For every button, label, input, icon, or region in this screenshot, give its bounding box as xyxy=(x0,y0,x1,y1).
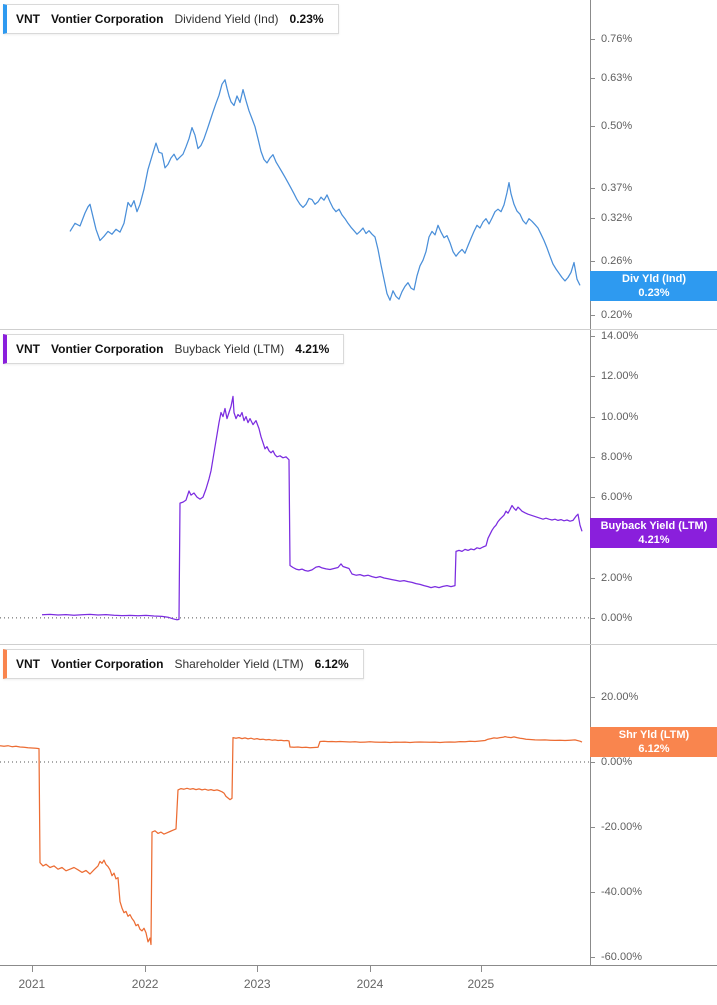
y-tick-mark xyxy=(591,577,595,579)
y-tick-mark xyxy=(591,826,595,828)
shareholder-last-value-badge: Shr Yld (LTM) 6.12% xyxy=(590,727,717,758)
y-tick-mark xyxy=(591,416,595,418)
y-tick-label: 0.32% xyxy=(601,212,633,225)
series-line xyxy=(41,395,583,621)
buyback-last-value-badge: Buyback Yield (LTM) 4.21% xyxy=(590,518,717,549)
y-tick-label: 8.00% xyxy=(601,450,633,463)
badge-label: Buyback Yield (LTM) xyxy=(600,520,708,533)
y-tick-mark xyxy=(591,497,595,499)
x-axis-year-label: 2021 xyxy=(18,977,46,991)
company-name: Vontier Corporation xyxy=(51,12,164,26)
y-tick-mark xyxy=(591,761,595,763)
y-tick-label: -40.00% xyxy=(601,885,642,898)
company-name: Vontier Corporation xyxy=(51,342,164,356)
y-tick-label: 6.00% xyxy=(601,491,633,504)
y-tick-mark xyxy=(591,188,595,190)
y-tick-mark xyxy=(591,39,595,41)
y-tick-mark xyxy=(591,456,595,458)
shareholder-legend[interactable]: VNT Vontier Corporation Shareholder Yiel… xyxy=(3,649,364,679)
panel-dividend-yield: VNT Vontier Corporation Dividend Yield (… xyxy=(0,0,717,330)
metric-name: Buyback Yield (LTM) xyxy=(174,342,285,356)
y-tick-label: 14.00% xyxy=(601,330,639,343)
x-axis-year-label: 2024 xyxy=(356,977,384,991)
ticker: VNT xyxy=(16,12,40,26)
badge-value: 4.21% xyxy=(638,534,670,547)
panel-shareholder-yield: VNT Vontier Corporation Shareholder Yiel… xyxy=(0,645,717,965)
badge-label: Div Yld (Ind) xyxy=(622,273,686,286)
y-tick-mark xyxy=(591,260,595,262)
y-tick-mark xyxy=(591,218,595,220)
metric-value: 0.23% xyxy=(289,12,324,26)
metric-value: 6.12% xyxy=(314,657,349,671)
metric-name: Shareholder Yield (LTM) xyxy=(174,657,304,671)
y-tick-label: 0.00% xyxy=(601,755,633,768)
y-tick-mark xyxy=(591,891,595,893)
dividend-yield-chart[interactable] xyxy=(0,0,590,329)
y-tick-mark xyxy=(591,696,595,698)
series-line xyxy=(0,735,583,946)
y-tick-label: 0.37% xyxy=(601,182,633,195)
x-tick-mark xyxy=(257,966,259,972)
x-tick-mark xyxy=(31,966,33,972)
y-tick-label: 12.00% xyxy=(601,370,639,383)
y-tick-label: 0.20% xyxy=(601,309,633,322)
y-tick-label: 0.00% xyxy=(601,611,633,624)
metric-value: 4.21% xyxy=(295,342,330,356)
dividend-legend[interactable]: VNT Vontier Corporation Dividend Yield (… xyxy=(3,4,339,34)
metric-name: Dividend Yield (Ind) xyxy=(174,12,279,26)
shareholder-y-axis[interactable]: Shr Yld (LTM) 6.12% 20.00% 0.00% -20.00% -4… xyxy=(590,645,717,965)
badge-label: Shr Yld (LTM) xyxy=(618,729,690,742)
y-tick-label: 2.00% xyxy=(601,571,633,584)
x-tick-mark xyxy=(145,966,147,972)
panel-buyback-yield: VNT Vontier Corporation Buyback Yield (L… xyxy=(0,330,717,645)
dividend-last-value-badge: Div Yld (Ind) 0.23% xyxy=(590,271,717,302)
x-tick-mark xyxy=(480,966,482,972)
y-tick-label: 20.00% xyxy=(601,690,639,703)
y-tick-mark xyxy=(591,617,595,619)
buyback-legend[interactable]: VNT Vontier Corporation Buyback Yield (L… xyxy=(3,334,345,364)
x-axis-year-label: 2023 xyxy=(243,977,271,991)
buyback-yield-chart[interactable] xyxy=(0,330,590,644)
dividend-y-axis[interactable]: Div Yld (Ind) 0.23% 0.76% 0.63% 0.50% 0.37%… xyxy=(590,0,717,329)
y-tick-mark xyxy=(591,315,595,317)
x-axis-year-label: 2022 xyxy=(131,977,159,991)
y-tick-label: 0.26% xyxy=(601,254,633,267)
y-tick-label: 10.00% xyxy=(601,410,639,423)
ticker: VNT xyxy=(16,342,40,356)
y-tick-label: -60.00% xyxy=(601,950,642,963)
series-line xyxy=(69,79,581,301)
y-tick-mark xyxy=(591,78,595,80)
x-tick-mark xyxy=(369,966,371,972)
x-axis-year-label: 2025 xyxy=(467,977,495,991)
y-tick-mark xyxy=(591,376,595,378)
ticker: VNT xyxy=(16,657,40,671)
shareholder-yield-chart[interactable] xyxy=(0,645,590,965)
badge-value: 0.23% xyxy=(638,287,670,300)
buyback-y-axis[interactable]: Buyback Yield (LTM) 4.21% 14.00% 12.00% 10… xyxy=(590,330,717,644)
time-axis[interactable]: 2021 2022 2023 2024 2025 xyxy=(0,965,717,1005)
badge-value: 6.12% xyxy=(638,743,670,756)
y-tick-mark xyxy=(591,336,595,338)
y-tick-label: 0.50% xyxy=(601,119,633,132)
y-tick-mark xyxy=(591,956,595,958)
y-tick-label: 0.76% xyxy=(601,33,633,46)
y-tick-mark xyxy=(591,125,595,127)
company-name: Vontier Corporation xyxy=(51,657,164,671)
y-tick-label: -20.00% xyxy=(601,820,642,833)
y-tick-label: 0.63% xyxy=(601,72,633,85)
